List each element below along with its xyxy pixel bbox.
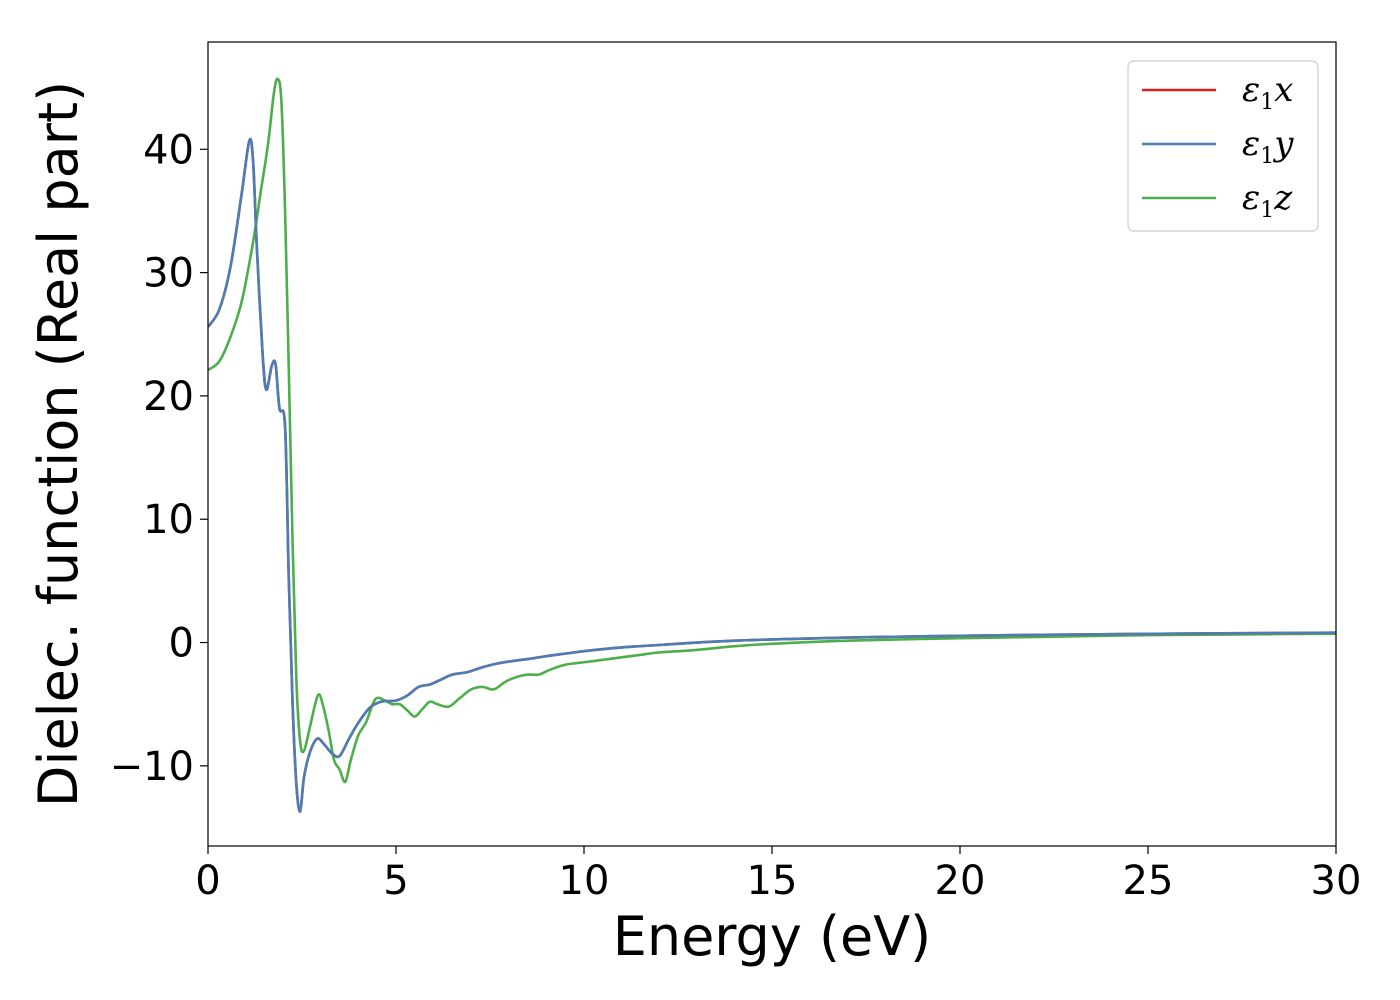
legend-entry-z: ε1z <box>1142 178 1293 223</box>
y-tick-label: 0 <box>169 621 194 667</box>
x-tick-label: 25 <box>1123 858 1174 904</box>
x-tick-label: 0 <box>195 858 220 904</box>
y-axis-label: Dielec. function (Real part) <box>27 81 90 807</box>
series-layer <box>208 77 1336 813</box>
y-tick-label: 20 <box>143 374 194 420</box>
x-axis-label: Energy (eV) <box>613 905 932 968</box>
y-tick-label: 10 <box>143 497 194 543</box>
legend-entry-y: ε1y <box>1142 124 1294 169</box>
x-tick-label: 5 <box>383 858 408 904</box>
legend-label: ε1z <box>1242 178 1293 223</box>
series-line-x <box>208 137 1336 813</box>
legend-label: ε1x <box>1242 70 1293 115</box>
x-tick-label: 20 <box>935 858 986 904</box>
x-tick-label: 15 <box>747 858 798 904</box>
x-tick-label: 30 <box>1311 858 1362 904</box>
x-tick-label: 10 <box>559 858 610 904</box>
y-axis-ticks: −10 0 10 20 30 40 <box>110 127 208 790</box>
series-line-z <box>208 77 1336 784</box>
legend-label: ε1y <box>1242 124 1294 169</box>
y-tick-label: 40 <box>143 127 194 173</box>
y-tick-label: 30 <box>143 251 194 297</box>
y-tick-label: −10 <box>110 744 194 790</box>
legend: ε1x ε1y ε1z <box>1127 60 1319 232</box>
x-axis-ticks: 0 5 10 15 20 25 30 <box>195 846 1361 904</box>
legend-frame <box>1127 60 1319 232</box>
series-line-y <box>208 137 1336 813</box>
legend-entry-x: ε1x <box>1142 70 1293 115</box>
